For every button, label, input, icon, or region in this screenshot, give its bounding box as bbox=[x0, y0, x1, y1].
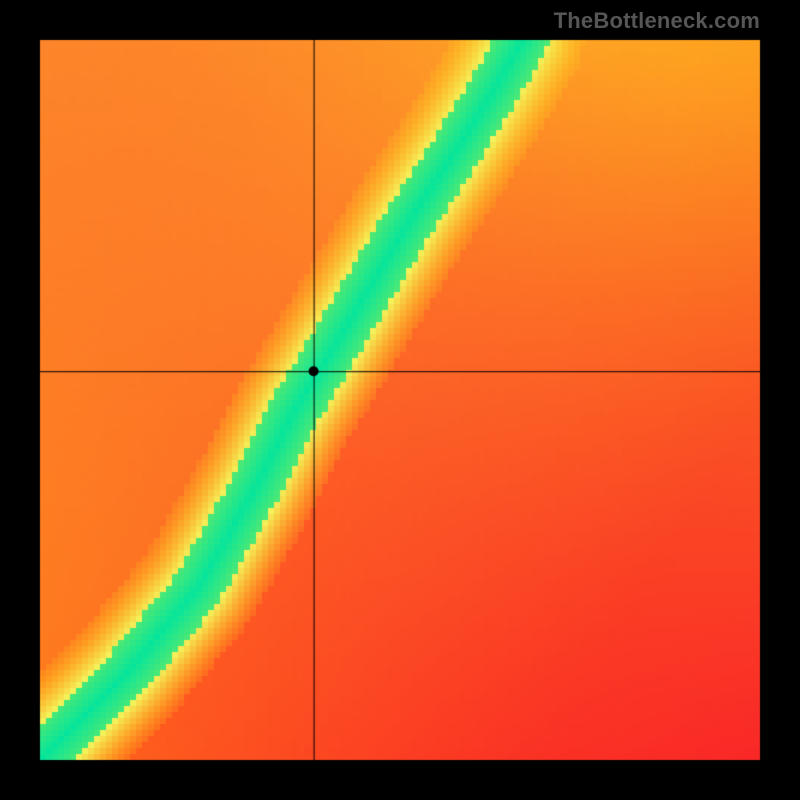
bottleneck-heatmap bbox=[0, 0, 800, 800]
watermark-text: TheBottleneck.com bbox=[554, 8, 760, 34]
